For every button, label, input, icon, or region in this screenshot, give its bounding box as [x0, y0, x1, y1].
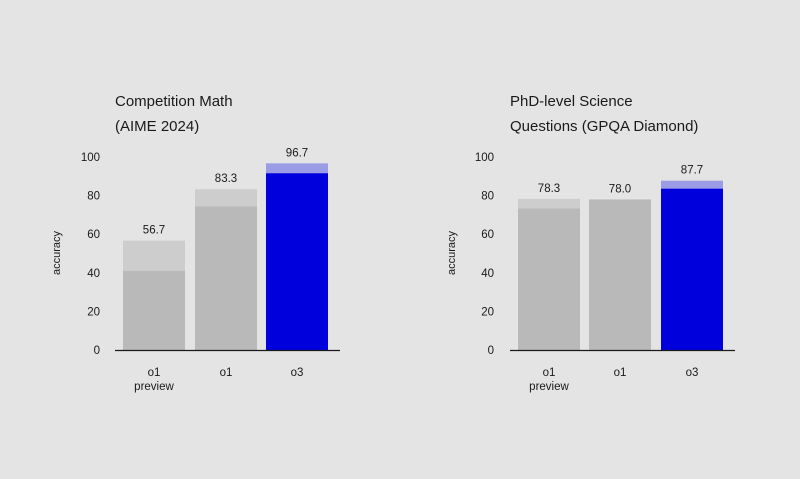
chart-title-line: PhD-level Science	[510, 93, 633, 110]
bar	[195, 206, 257, 350]
x-category-label: o1	[148, 367, 161, 379]
x-category-label: o1	[220, 367, 233, 379]
bar	[123, 270, 185, 350]
bar-segment-top	[661, 180, 723, 189]
x-category-label: preview	[529, 381, 569, 393]
y-tick-label: 0	[94, 345, 100, 357]
bar	[266, 173, 328, 350]
y-tick-label: 40	[481, 268, 494, 280]
bar-segment-top	[518, 198, 580, 209]
bar-value-label: 78.0	[609, 183, 631, 195]
y-tick-label: 60	[87, 229, 100, 241]
y-tick-label: 20	[481, 306, 494, 318]
bar-segment-top	[123, 240, 185, 271]
x-category-label: o3	[686, 367, 699, 379]
y-tick-label: 80	[481, 191, 494, 203]
bar-value-label: 78.3	[538, 183, 560, 195]
chart-title-line: Competition Math	[115, 93, 233, 110]
y-tick-label: 0	[488, 345, 494, 357]
bar-value-label: 56.7	[143, 225, 165, 237]
bar-value-label: 83.3	[215, 173, 237, 185]
y-tick-label: 100	[475, 152, 494, 164]
y-tick-label: 60	[481, 229, 494, 241]
chart-title-line: (AIME 2024)	[115, 118, 199, 135]
chart-competition-math: Competition Math (AIME 2024) accuracy 0 20 40…	[51, 93, 340, 393]
bar-segment-top	[266, 163, 328, 174]
x-category-label: o1	[543, 367, 556, 379]
bar	[661, 188, 723, 350]
bar	[589, 199, 651, 350]
chart-title-line: Questions (GPQA Diamond)	[510, 118, 698, 135]
y-tick-label: 80	[87, 191, 100, 203]
bar-value-label: 87.7	[681, 165, 703, 177]
bar-segment-top	[195, 189, 257, 207]
x-category-label: o1	[614, 367, 627, 379]
y-tick-label: 40	[87, 268, 100, 280]
x-category-label: o3	[291, 367, 304, 379]
bar	[518, 208, 580, 350]
y-tick-label: 100	[81, 152, 100, 164]
y-tick-label: 20	[87, 306, 100, 318]
y-axis-label: accuracy	[51, 230, 63, 275]
chart-phd-science: PhD-level Science Questions (GPQA Diamond…	[446, 93, 735, 393]
y-axis-label: accuracy	[446, 230, 458, 275]
bar-value-label: 96.7	[286, 147, 308, 159]
x-category-label: preview	[134, 381, 174, 393]
